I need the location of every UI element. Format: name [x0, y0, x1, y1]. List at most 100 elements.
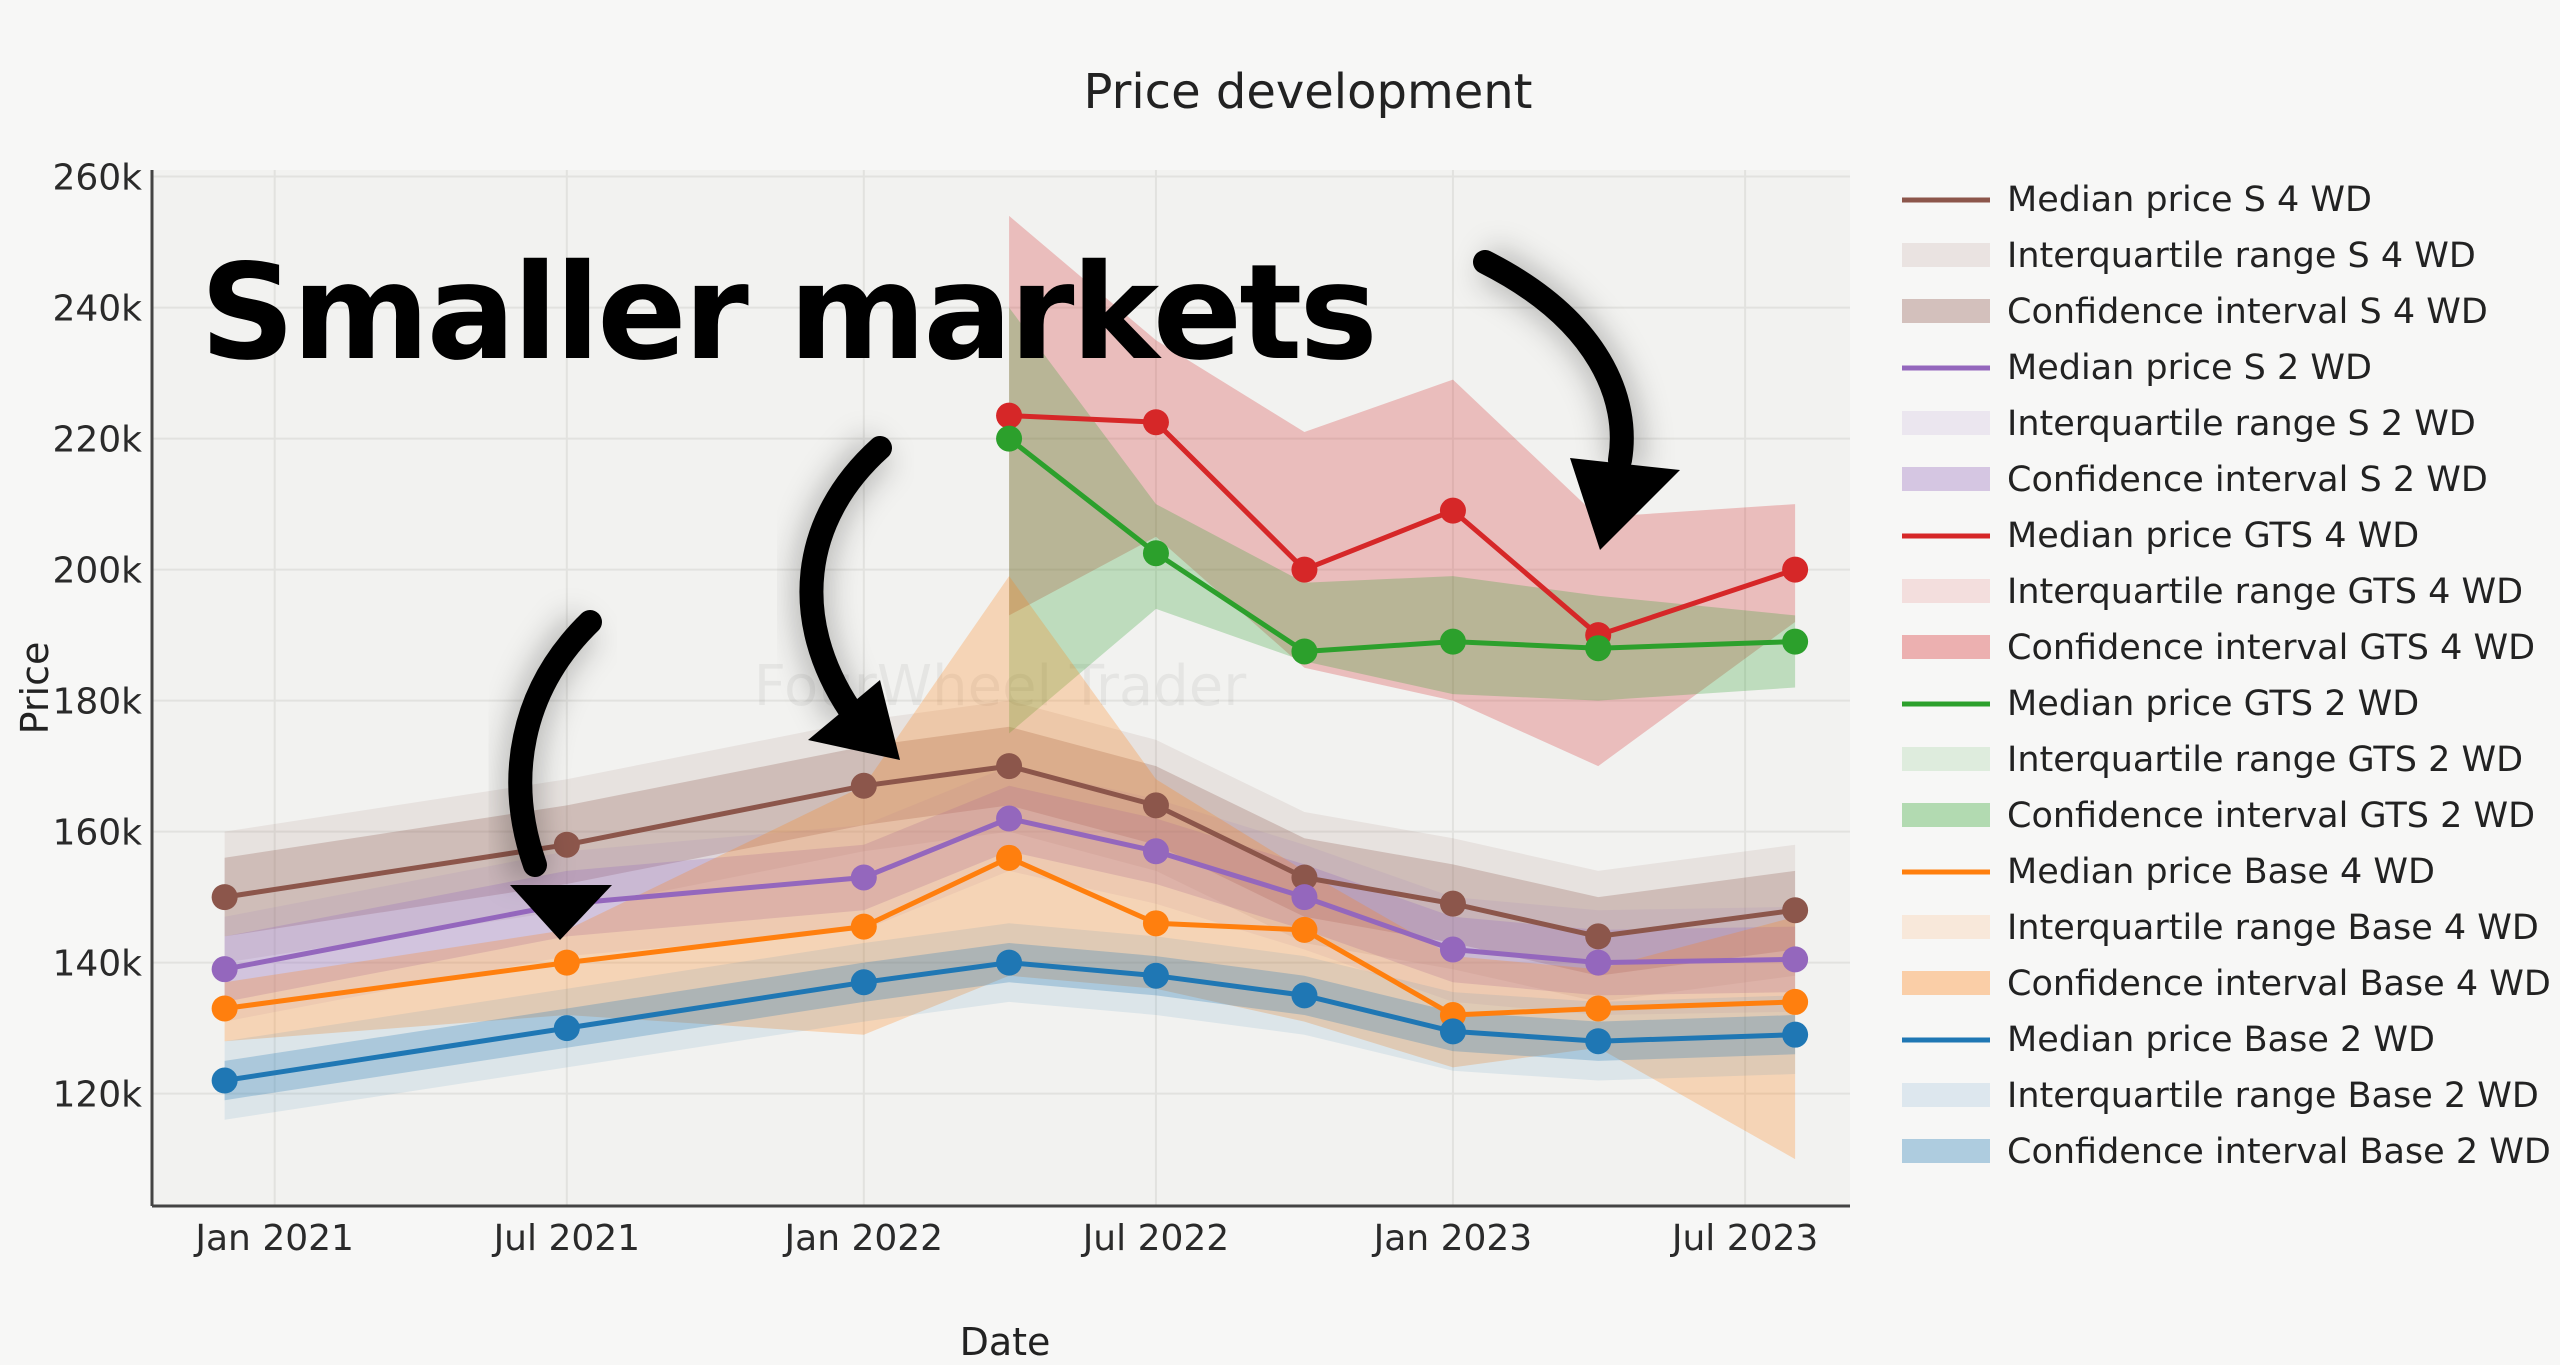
- legend-label: Confidence interval GTS 4 WD: [2007, 628, 2535, 668]
- data-point-gts-2-wd: [996, 425, 1023, 452]
- ci-band-s-4-wd: [224, 726, 1796, 976]
- data-point-base-4-wd: [553, 949, 580, 976]
- x-tick-labels: Jan 2021 Jul 2021 Jan 2022 Jul 2022 Jan 2023…: [193, 1218, 1818, 1259]
- data-point-gts-2-wd: [1782, 628, 1809, 655]
- legend-swatch-ci: [1902, 299, 1990, 323]
- legend-label: Confidence interval Base 4 WD: [2007, 964, 2551, 1004]
- data-point-base-4-wd: [211, 995, 238, 1022]
- data-point-s-2-wd: [1585, 949, 1612, 976]
- data-point-base-2-wd: [996, 949, 1023, 976]
- data-point-s-2-wd: [996, 805, 1023, 832]
- data-point-s-4-wd: [1782, 897, 1809, 924]
- curved-arrow-icon: [791, 433, 900, 760]
- y-tick-labels: 120k 140k 160k 180k 200k 220k 240k 260k: [52, 158, 142, 1116]
- data-point-base-4-wd: [996, 844, 1023, 871]
- data-point-gts-4-wd: [996, 402, 1023, 429]
- data-point-base-2-wd: [1142, 962, 1169, 989]
- data-point-s-2-wd: [1782, 946, 1809, 973]
- legend-swatch-iqr: [1902, 243, 1990, 267]
- x-tick-label: Jan 2021: [193, 1218, 354, 1259]
- legend-swatch-ci: [1902, 971, 1990, 995]
- data-point-base-2-wd: [553, 1015, 580, 1042]
- data-point-s-4-wd: [996, 753, 1023, 780]
- data-point-gts-4-wd: [1291, 556, 1318, 583]
- overlay-caption: Smaller markets: [200, 236, 1375, 390]
- data-point-base-2-wd: [850, 969, 877, 996]
- legend-label: Confidence interval S 2 WD: [2007, 460, 2488, 500]
- legend-label: Median price Base 2 WD: [2007, 1020, 2435, 1060]
- data-point-base-4-wd: [850, 913, 877, 940]
- data-point-base-4-wd: [1142, 910, 1169, 937]
- chart-title: Price development: [1084, 64, 1533, 120]
- x-tick-label: Jan 2023: [1372, 1218, 1533, 1259]
- y-tick-label: 160k: [52, 813, 142, 854]
- annotation-arrows: [500, 244, 1680, 940]
- legend-label: Median price Base 4 WD: [2007, 852, 2435, 892]
- x-axis-title: Date: [960, 1320, 1051, 1364]
- median-line-gts-4-wd: [1008, 413, 1796, 638]
- data-point-base-2-wd: [211, 1067, 238, 1094]
- y-tick-label: 120k: [52, 1075, 142, 1116]
- legend-swatch-ci: [1902, 635, 1990, 659]
- x-tick-label: Jul 2023: [1670, 1218, 1819, 1259]
- legend-swatch-iqr: [1902, 747, 1990, 771]
- legend-label: Interquartile range GTS 2 WD: [2007, 740, 2523, 780]
- y-tick-label: 220k: [52, 420, 142, 461]
- x-tick-label: Jan 2022: [783, 1218, 944, 1259]
- data-point-s-4-wd: [553, 831, 580, 858]
- y-tick-label: 200k: [52, 551, 142, 592]
- legend-label: Interquartile range Base 4 WD: [2007, 908, 2539, 948]
- data-point-s-4-wd: [1291, 864, 1318, 891]
- iqr-band-s-2-wd: [224, 766, 1796, 1022]
- data-point-base-4-wd: [1291, 916, 1318, 943]
- data-point-gts-2-wd: [1585, 635, 1612, 662]
- legend-label: Confidence interval Base 2 WD: [2007, 1132, 2551, 1172]
- legend-swatch-iqr: [1902, 411, 1990, 435]
- curved-arrow-icon: [1473, 244, 1680, 550]
- y-tick-label: 260k: [52, 158, 142, 199]
- y-tick-label: 180k: [52, 682, 142, 723]
- data-point-gts-4-wd: [1439, 497, 1466, 524]
- data-point-s-2-wd: [850, 864, 877, 891]
- legend-label: Interquartile range S 4 WD: [2007, 236, 2476, 276]
- legend-label: Interquartile range Base 2 WD: [2007, 1076, 2539, 1116]
- data-point-s-2-wd: [1439, 936, 1466, 963]
- data-point-base-4-wd: [1782, 988, 1809, 1015]
- legend-label: Interquartile range S 2 WD: [2007, 404, 2476, 444]
- data-point-s-4-wd: [1585, 923, 1612, 950]
- data-point-base-2-wd: [1291, 982, 1318, 1009]
- data-point-s-2-wd: [1142, 838, 1169, 865]
- legend-label: Median price S 2 WD: [2007, 348, 2372, 388]
- iqr-band-s-4-wd: [224, 700, 1796, 1002]
- legend-label: Median price GTS 2 WD: [2007, 684, 2419, 724]
- data-point-base-2-wd: [1585, 1028, 1612, 1055]
- data-point-s-4-wd: [1439, 890, 1466, 917]
- legend-label: Confidence interval S 4 WD: [2007, 292, 2488, 332]
- y-tick-label: 140k: [52, 944, 142, 985]
- legend-label: Interquartile range GTS 4 WD: [2007, 572, 2523, 612]
- y-tick-label: 240k: [52, 289, 142, 330]
- legend-label: Median price S 4 WD: [2007, 180, 2372, 220]
- legend-label: Median price GTS 4 WD: [2007, 516, 2419, 556]
- legend-swatch-ci: [1902, 467, 1990, 491]
- legend-swatch-iqr: [1902, 1083, 1990, 1107]
- legend-swatch-ci: [1902, 803, 1990, 827]
- data-point-base-2-wd: [1439, 1018, 1466, 1045]
- data-point-gts-2-wd: [1142, 540, 1169, 567]
- y-axis-title: Price: [13, 642, 57, 735]
- data-point-gts-4-wd: [1142, 409, 1169, 436]
- data-point-base-2-wd: [1782, 1021, 1809, 1048]
- markers: [211, 402, 1809, 1094]
- data-point-gts-2-wd: [1439, 628, 1466, 655]
- legend-swatch-iqr: [1902, 915, 1990, 939]
- curved-arrow-icon: [500, 610, 612, 940]
- ci-band-s-2-wd: [224, 785, 1796, 1002]
- median-line-gts-2-wd: [1007, 436, 1796, 654]
- data-point-s-4-wd: [211, 884, 238, 911]
- x-tick-label: Jul 2021: [492, 1218, 641, 1259]
- data-point-s-2-wd: [211, 956, 238, 983]
- legend: Median price S 4 WD Interquartile range S…: [1902, 180, 2551, 1172]
- data-point-s-2-wd: [1291, 884, 1318, 911]
- data-point-s-4-wd: [850, 772, 877, 799]
